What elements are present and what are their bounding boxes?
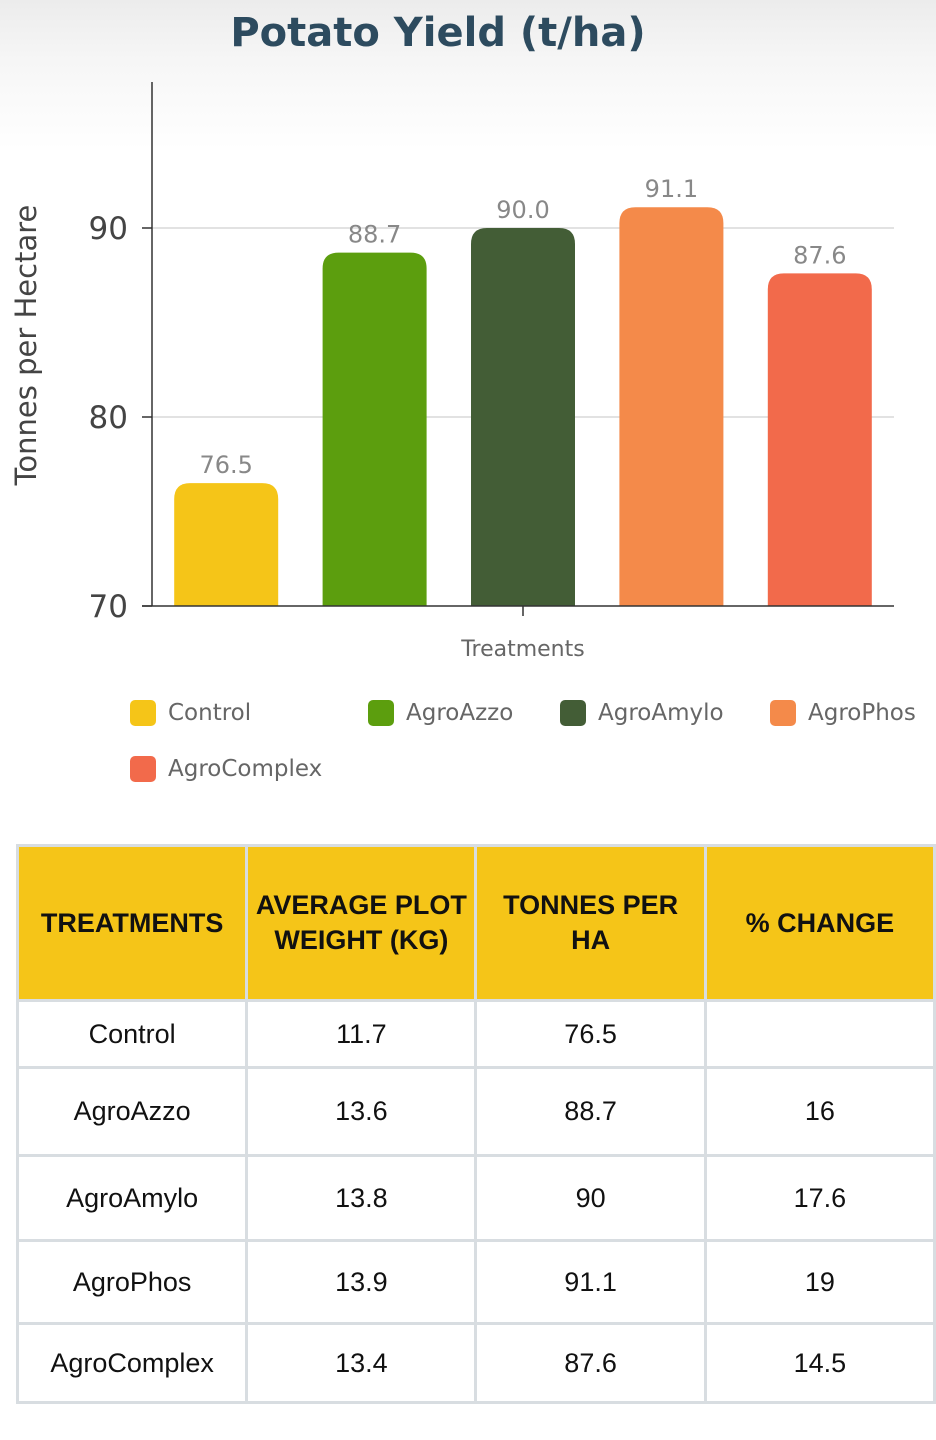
cell-change: 17.6	[706, 1157, 933, 1239]
value-label: 90.0	[496, 196, 549, 224]
chart-title: Potato Yield (t/ha)	[230, 10, 646, 56]
value-labels: 76.5 88.7 90.0 91.1 87.6	[199, 175, 846, 479]
cell-tonnes: 87.6	[477, 1325, 704, 1401]
header-percent-change: % CHANGE	[706, 847, 933, 999]
x-axis-label: Treatments	[460, 637, 584, 662]
legend-label: AgroPhos	[808, 700, 916, 726]
y-tick-label: 80	[89, 400, 128, 436]
cell-plot-weight: 11.7	[248, 1002, 475, 1066]
legend-item-agroazzo[interactable]: AgroAzzo	[368, 700, 513, 726]
cell-tonnes: 76.5	[477, 1002, 704, 1066]
cell-change: 14.5	[706, 1325, 933, 1401]
value-label: 88.7	[348, 221, 401, 249]
legend-item-agroamylo[interactable]: AgroAmylo	[560, 700, 724, 726]
bar-control	[174, 483, 279, 606]
cell-tonnes: 91.1	[477, 1242, 704, 1322]
legend-label: Control	[168, 700, 252, 726]
cell-plot-weight: 13.4	[248, 1325, 475, 1401]
value-label: 76.5	[199, 451, 252, 479]
table-header-row: TREATMENTS AVERAGE PLOT WEIGHT (KG) TONN…	[19, 847, 933, 999]
axes: 70 80 90 Treatments Tonnes per Hectare	[9, 82, 894, 662]
header-tonnes-per-ha: TONNES PER HA	[477, 847, 704, 999]
y-tick-label: 70	[89, 589, 128, 625]
bar-agrocomplex	[767, 273, 872, 606]
legend-label: AgroAzzo	[406, 700, 514, 726]
cell-tonnes: 90	[477, 1157, 704, 1239]
cell-treatment: AgroAzzo	[19, 1069, 246, 1154]
y-axis-label: Tonnes per Hectare	[9, 205, 43, 487]
legend-swatch	[770, 700, 796, 726]
legend-item-agrophos[interactable]: AgroPhos	[770, 700, 916, 726]
bar-agroamylo	[471, 228, 575, 606]
cell-change	[706, 1002, 933, 1066]
legend-swatch	[368, 700, 394, 726]
table-row: AgroAzzo 13.6 88.7 16	[19, 1069, 933, 1154]
cell-treatment: Control	[19, 1002, 246, 1066]
yield-table: TREATMENTS AVERAGE PLOT WEIGHT (KG) TONN…	[16, 844, 936, 1404]
legend-item-control[interactable]: Control	[130, 700, 251, 726]
header-treatments: TREATMENTS	[19, 847, 246, 999]
table-row: AgroAmylo 13.8 90 17.6	[19, 1157, 933, 1239]
cell-change: 19	[706, 1242, 933, 1322]
legend-label: AgroComplex	[168, 756, 323, 782]
bar-agrophos	[619, 207, 724, 606]
cell-treatment: AgroComplex	[19, 1325, 246, 1401]
cell-plot-weight: 13.9	[248, 1242, 475, 1322]
header-average-plot-weight: AVERAGE PLOT WEIGHT (KG)	[248, 847, 475, 999]
value-label: 87.6	[793, 241, 846, 269]
table-row: Control 11.7 76.5	[19, 1002, 933, 1066]
bar-chart: 76.5 88.7 90.0 91.1 87.6 70 80 90 Treatments Ton…	[9, 82, 894, 662]
legend-swatch	[130, 756, 156, 782]
y-tick-label: 90	[89, 211, 128, 247]
cell-plot-weight: 13.8	[248, 1157, 475, 1239]
legend-item-agrocomplex[interactable]: AgroComplex	[130, 756, 322, 782]
cell-change: 16	[706, 1069, 933, 1154]
cell-treatment: AgroAmylo	[19, 1157, 246, 1239]
legend-swatch	[560, 700, 586, 726]
cell-plot-weight: 13.6	[248, 1069, 475, 1154]
table-row: AgroPhos 13.9 91.1 19	[19, 1242, 933, 1322]
legend-label: AgroAmylo	[598, 700, 724, 726]
table-row: AgroComplex 13.4 87.6 14.5	[19, 1325, 933, 1401]
value-label: 91.1	[645, 175, 698, 203]
bars	[174, 207, 872, 606]
legend-swatch	[130, 700, 156, 726]
bar-agroazzo	[322, 252, 427, 606]
cell-tonnes: 88.7	[477, 1069, 704, 1154]
cell-treatment: AgroPhos	[19, 1242, 246, 1322]
